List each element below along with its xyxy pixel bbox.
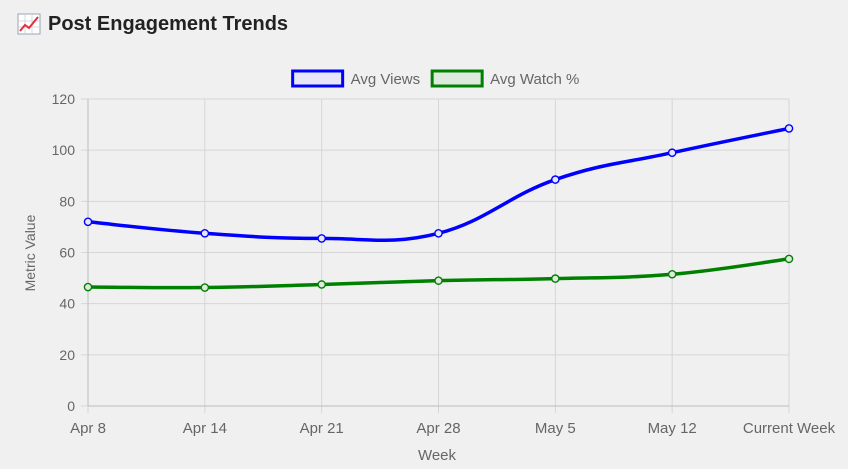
data-point bbox=[667, 148, 677, 158]
chart-axes: 0 20 40 60 80 100 120 Apr 8 Apr 14 Apr 21 Apr 28 Ma… bbox=[52, 91, 836, 437]
chart-container: Avg Views Avg Watch % 0 20 40 60 80 100 120 Apr … bbox=[0, 56, 848, 469]
data-point bbox=[551, 274, 560, 283]
x-tick-label: Current Week bbox=[743, 420, 836, 437]
data-point bbox=[784, 124, 794, 133]
data-point bbox=[551, 175, 560, 184]
legend-item: Avg Watch % bbox=[430, 69, 579, 88]
data-point bbox=[317, 280, 326, 289]
data-point bbox=[83, 282, 93, 292]
data-point bbox=[784, 254, 794, 264]
x-tick-label: Apr 28 bbox=[416, 420, 460, 437]
legend: Avg Views Avg Watch % bbox=[291, 69, 579, 88]
data-point bbox=[667, 269, 677, 279]
series-1 bbox=[83, 254, 794, 292]
legend-swatch bbox=[291, 69, 345, 88]
x-tick-label: Apr 14 bbox=[183, 420, 227, 437]
y-tick-label: 20 bbox=[59, 347, 75, 363]
chart-series bbox=[83, 124, 794, 292]
data-point bbox=[200, 229, 210, 238]
y-tick-label: 100 bbox=[52, 142, 76, 158]
y-tick-label: 80 bbox=[59, 193, 75, 209]
data-point bbox=[317, 234, 326, 243]
x-axis-label: Week bbox=[418, 447, 457, 464]
data-point bbox=[200, 283, 210, 292]
y-tick-label: 120 bbox=[52, 91, 76, 107]
chart-grid bbox=[81, 98, 790, 413]
x-tick-label: Apr 21 bbox=[300, 420, 344, 437]
y-axis-label: Metric Value bbox=[22, 214, 38, 291]
line-chart: Avg Views Avg Watch % 0 20 40 60 80 100 120 Apr … bbox=[22, 69, 836, 464]
x-tick-label: May 5 bbox=[535, 420, 576, 437]
chart-header: Post Engagement Trends bbox=[16, 11, 288, 37]
legend-label: Avg Watch % bbox=[490, 71, 579, 88]
page-title: Post Engagement Trends bbox=[48, 12, 289, 35]
legend-item: Avg Views bbox=[291, 69, 421, 88]
x-tick-label: May 12 bbox=[648, 420, 697, 437]
y-tick-label: 60 bbox=[59, 245, 75, 261]
legend-label: Avg Views bbox=[351, 71, 421, 88]
y-tick-label: 0 bbox=[67, 398, 75, 414]
x-tick-label: Apr 8 bbox=[70, 420, 106, 437]
data-point bbox=[434, 229, 443, 238]
series-0 bbox=[83, 124, 794, 243]
legend-swatch bbox=[430, 69, 484, 88]
data-point bbox=[434, 276, 443, 285]
data-point bbox=[83, 217, 93, 227]
y-tick-label: 40 bbox=[59, 296, 75, 312]
chart-increasing-icon bbox=[16, 11, 42, 37]
